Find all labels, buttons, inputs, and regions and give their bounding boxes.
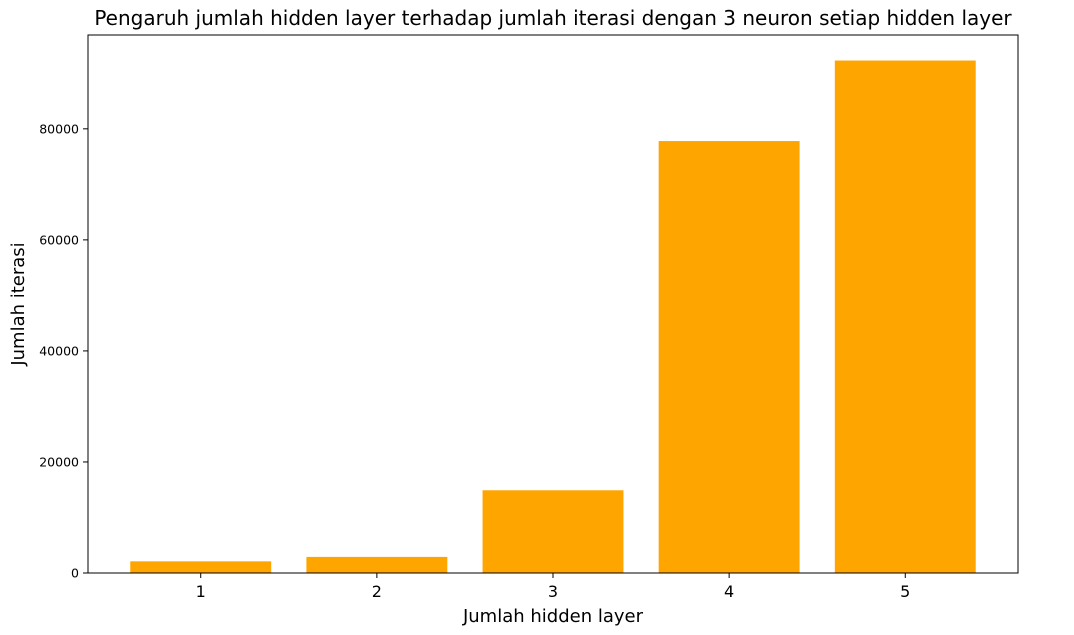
x-tick-label: 2 [372,582,382,601]
x-axis-ticks: 1 2 3 4 5 [196,573,910,601]
bar-5 [834,60,976,574]
bar-2 [306,556,448,573]
bar-3 [482,490,624,573]
y-axis-ticks: 0 20000 40000 60000 80000 [39,121,88,581]
y-tick-label: 20000 [39,454,79,469]
y-tick-label: 80000 [39,121,79,136]
y-tick-label: 60000 [39,232,79,247]
bars-group [130,60,976,574]
x-tick-label: 4 [724,582,734,601]
chart-title: Pengaruh jumlah hidden layer terhadap ju… [94,6,1012,30]
bar-1 [130,561,272,573]
x-tick-label: 3 [548,582,558,601]
x-axis-label: Jumlah hidden layer [462,606,644,627]
y-axis-label: Jumlah iterasi [8,242,29,366]
bar-4 [658,141,800,574]
x-tick-label: 5 [900,582,910,601]
x-tick-label: 1 [196,582,206,601]
y-tick-label: 40000 [39,343,79,358]
y-tick-label: 0 [71,566,79,581]
